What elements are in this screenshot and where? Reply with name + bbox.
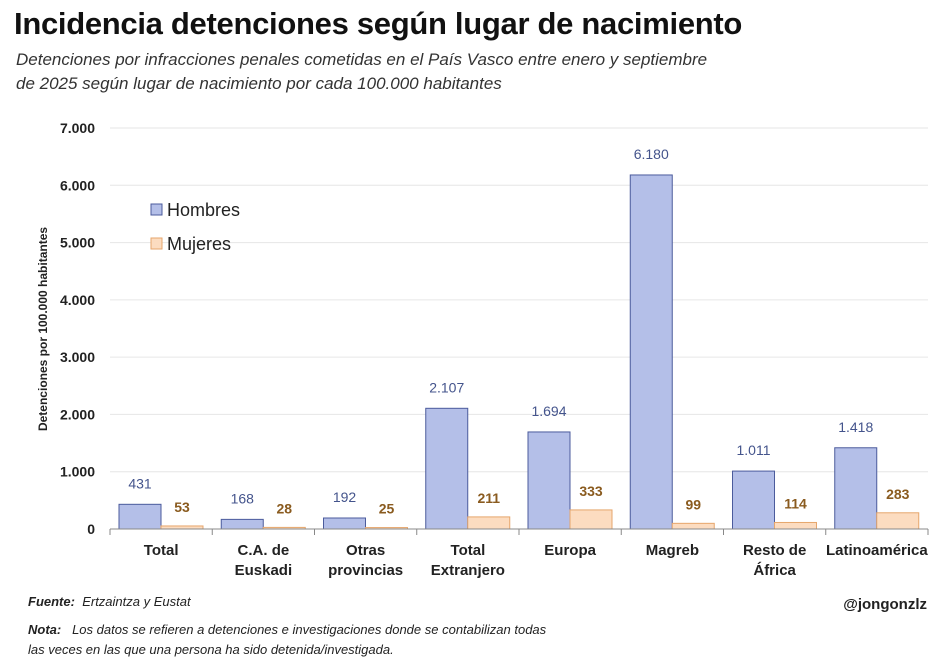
note: Nota: Los datos se refieren a detencione…: [28, 620, 546, 660]
bar-hombres: [629, 174, 673, 530]
data-label: 211: [477, 490, 500, 506]
data-label: 333: [579, 483, 603, 499]
data-label: 53: [174, 499, 190, 515]
data-label: 28: [276, 500, 292, 516]
bar-hombres: [323, 517, 366, 530]
data-label: 192: [333, 489, 357, 505]
y-axis-label: Detenciones por 100.000 habitantes: [36, 227, 50, 431]
source-label: Fuente:: [28, 594, 75, 609]
note-line-2: las veces en las que una persona ha sido…: [28, 642, 394, 657]
legend-label-hombres: Hombres: [167, 200, 240, 220]
author-handle: @jongonzlz: [843, 596, 927, 613]
y-tick-label: 4.000: [60, 292, 95, 308]
bar-mujeres: [876, 512, 920, 530]
x-tick-label: Latinoamérica: [826, 542, 928, 559]
bar-mujeres: [671, 522, 715, 530]
chart-title: Incidencia detenciones según lugar de na…: [14, 6, 743, 41]
x-tick-label: Resto de: [743, 542, 806, 559]
data-label: 431: [128, 475, 152, 491]
x-tick-label: Magreb: [646, 542, 699, 559]
x-tick-label: Extranjero: [431, 562, 505, 579]
y-tick-label: 5.000: [60, 235, 95, 251]
subtitle-line-2: de 2025 según lugar de nacimiento por ca…: [16, 74, 502, 93]
data-label: 283: [886, 486, 910, 502]
x-tick-label: Euskadi: [235, 562, 293, 579]
x-tick-label: África: [753, 562, 796, 579]
legend-label-mujeres: Mujeres: [167, 234, 231, 254]
bar-hombres: [732, 470, 775, 530]
bar-mujeres: [569, 509, 613, 530]
note-label: Nota:: [28, 622, 62, 637]
legend-swatch-hombres: [150, 203, 163, 216]
y-tick-label: 1.000: [60, 464, 95, 480]
subtitle-line-1: Detenciones por infracciones penales com…: [16, 50, 708, 69]
y-tick-label: 2.000: [60, 406, 95, 422]
legend-swatch-mujeres: [150, 237, 163, 250]
y-tick-label: 7.000: [60, 120, 95, 136]
x-tick-label: Europa: [544, 542, 596, 559]
data-label: 1.694: [531, 403, 566, 419]
y-tick-label: 6.000: [60, 177, 95, 193]
x-tick-label: Otras: [346, 542, 385, 559]
y-tick-label: 0: [87, 521, 95, 537]
bar-hombres: [527, 431, 571, 530]
y-tick-label: 3.000: [60, 349, 95, 365]
data-label: 1.011: [737, 442, 771, 458]
x-tick-label: Total: [451, 542, 486, 559]
note-line-1: Los datos se refieren a detenciones e in…: [72, 622, 547, 637]
x-tick-label: Total: [144, 542, 179, 559]
data-label: 25: [379, 501, 395, 517]
data-label: 168: [231, 490, 255, 506]
x-tick-label: provincias: [328, 562, 403, 579]
source-note: Fuente: Ertzaintza y Eustat: [28, 594, 191, 609]
bar-hombres: [834, 447, 878, 530]
data-label: 1.418: [838, 419, 873, 435]
chart-subtitle: Detenciones por infracciones penales com…: [16, 48, 776, 96]
bar-hombres: [220, 518, 264, 530]
bar-hombres: [425, 407, 469, 530]
bar-mujeres: [467, 516, 511, 530]
bar-hombres: [118, 503, 162, 530]
x-tick-label: C.A. de: [238, 542, 290, 559]
data-label: 6.180: [634, 146, 669, 162]
bar-mujeres: [774, 521, 817, 530]
source-text: Ertzaintza y Eustat: [82, 594, 191, 609]
data-label: 2.107: [429, 379, 464, 395]
data-label: 114: [784, 495, 807, 511]
data-label: 99: [685, 496, 701, 512]
